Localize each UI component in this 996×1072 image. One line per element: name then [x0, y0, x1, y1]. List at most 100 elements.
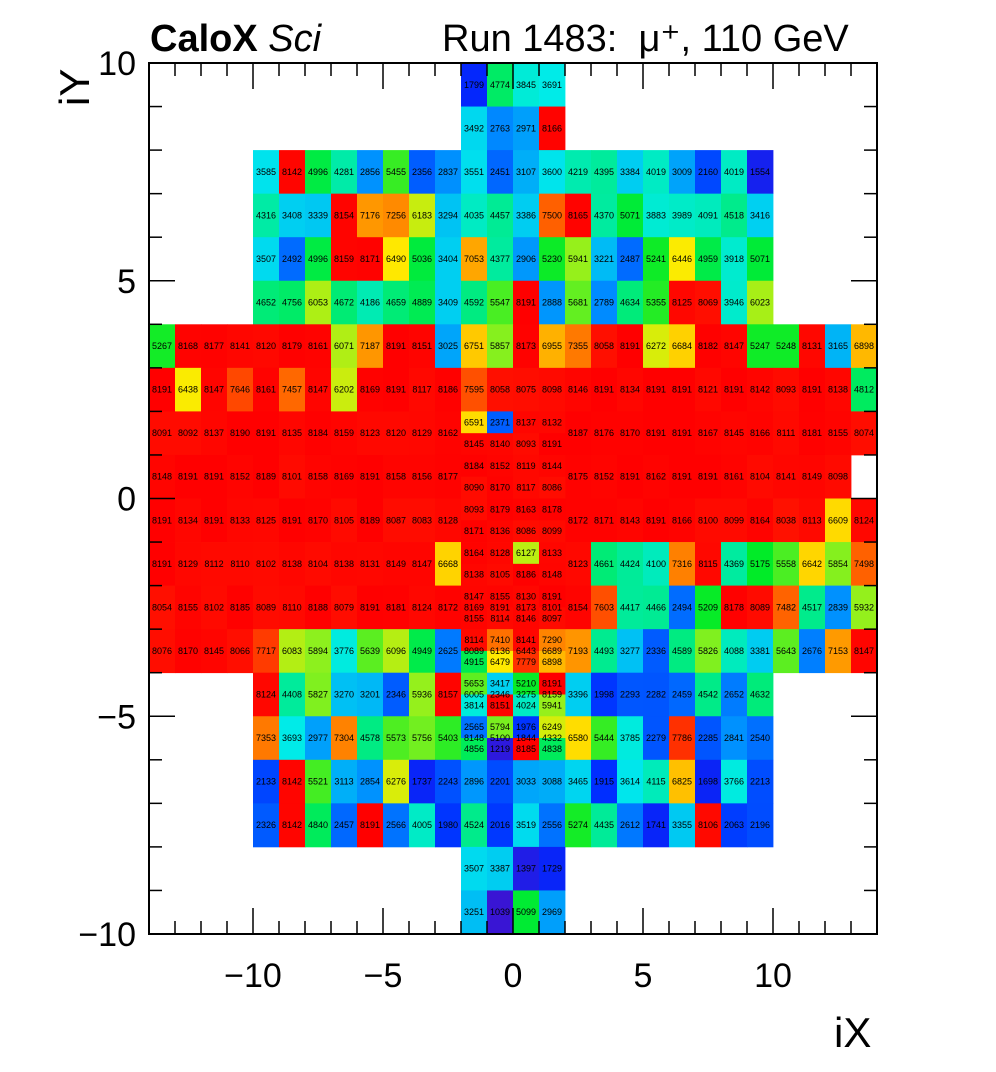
heatmap-bin [513, 803, 540, 848]
x-tick-label: −5 [364, 957, 403, 995]
bin-value-label: 8188 [308, 602, 328, 612]
heatmap-bin [539, 563, 566, 586]
bin-value-label: 8191 [620, 472, 640, 482]
heatmap-bin [591, 280, 618, 325]
bin-value-label: 8184 [464, 461, 484, 471]
heatmap-bin [331, 411, 358, 456]
heatmap-bin [747, 411, 774, 456]
heatmap-bin [279, 759, 306, 804]
bin-value-label: 2906 [516, 254, 536, 264]
heatmap-bin [149, 585, 176, 630]
bin-value-label: 4774 [490, 80, 510, 90]
bin-value-label: 1554 [750, 167, 770, 177]
heatmap-bin [591, 150, 618, 195]
bin-value-label: 3381 [750, 646, 770, 656]
bin-value-label: 6955 [542, 341, 562, 351]
heatmap-bin [721, 542, 748, 586]
bin-value-label: 2451 [490, 167, 510, 177]
heatmap-bin [539, 454, 566, 478]
heatmap-bin [669, 759, 696, 804]
heatmap-bin [695, 367, 722, 412]
heatmap-bin [565, 498, 592, 543]
heatmap-bin [279, 411, 306, 456]
bin-value-label: 6023 [750, 298, 770, 308]
bin-value-label: 4019 [646, 167, 666, 177]
heatmap-bin [513, 498, 540, 521]
bin-value-label: 8058 [594, 341, 614, 351]
bin-value-label: 8171 [464, 526, 484, 536]
bin-value-label: 8191 [204, 472, 224, 482]
heatmap-bin [773, 324, 800, 369]
heatmap-bin [721, 585, 748, 630]
heatmap-bin [799, 629, 826, 674]
heatmap-bin [331, 542, 358, 586]
bin-value-label: 8146 [568, 385, 588, 395]
bin-value-label: 8184 [308, 428, 328, 438]
heatmap-bin [513, 193, 540, 238]
heatmap-bin [149, 367, 176, 412]
bin-value-label: 8125 [672, 298, 692, 308]
heatmap-bin [747, 498, 774, 543]
bin-value-label: 8130 [516, 591, 536, 601]
bin-value-label: 8134 [620, 385, 640, 395]
bin-value-label: 8147 [204, 385, 224, 395]
bin-value-label: 8121 [698, 385, 718, 395]
heatmap-bin [825, 585, 852, 630]
heatmap-bin [487, 411, 514, 434]
heatmap-bin [253, 324, 280, 369]
bin-value-label: 5826 [698, 646, 718, 656]
heatmap-bin [305, 150, 332, 195]
heatmap-bin [305, 454, 332, 499]
bin-value-label: 8075 [516, 385, 536, 395]
bin-value-label: 8098 [542, 385, 562, 395]
bin-value-label: 5071 [750, 254, 770, 264]
heatmap-bin [253, 280, 280, 325]
heatmap-bin [747, 237, 774, 282]
bin-value-label: 8176 [594, 428, 614, 438]
heatmap-bin [539, 672, 566, 695]
heatmap-bin [669, 498, 696, 543]
bin-value-label: 8191 [204, 515, 224, 525]
bin-value-label: 4672 [334, 298, 354, 308]
bin-value-label: 3600 [542, 167, 562, 177]
bin-value-label: 8173 [516, 602, 536, 612]
bin-value-label: 3201 [360, 689, 380, 699]
bin-value-label: 8102 [204, 602, 224, 612]
heatmap-bin [409, 411, 436, 456]
heatmap-bin [461, 759, 488, 804]
heatmap-bin [565, 411, 592, 456]
heatmap-bin [331, 498, 358, 543]
bin-value-label: 8165 [568, 210, 588, 220]
bin-value-label: 4632 [750, 689, 770, 699]
heatmap-bin [643, 150, 670, 195]
bin-value-label: 8148 [542, 570, 562, 580]
heatmap-bin [331, 367, 358, 412]
heatmap-bin [721, 150, 748, 195]
heatmap-bin [721, 803, 748, 848]
heatmap-bin [539, 237, 566, 282]
bin-value-label: 4589 [672, 646, 692, 656]
heatmap-bin [383, 759, 410, 804]
heatmap-bin [695, 237, 722, 282]
bin-value-label: 8162 [646, 472, 666, 482]
heatmap-bin [279, 367, 306, 412]
heatmap-bin [331, 150, 358, 195]
heatmap-bin [435, 280, 462, 325]
bin-value-label: 8038 [776, 515, 796, 525]
bin-value-label: 1799 [464, 80, 484, 90]
bin-value-label: 2565 [464, 722, 484, 732]
heatmap-bin [357, 367, 384, 412]
bin-value-label: 4088 [724, 646, 744, 656]
bin-value-label: 3088 [542, 777, 562, 787]
heatmap-bin [357, 280, 384, 325]
bin-value-label: 8168 [178, 341, 198, 351]
heatmap-bin [565, 280, 592, 325]
bin-value-label: 5854 [828, 559, 848, 569]
heatmap-bin [357, 454, 384, 499]
heatmap-bin [357, 193, 384, 238]
bin-value-label: 2326 [256, 820, 276, 830]
bin-value-label: 8141 [776, 472, 796, 482]
bin-value-label: 8161 [724, 472, 744, 482]
heatmap-bin [409, 629, 436, 674]
heatmap-bin [643, 280, 670, 325]
